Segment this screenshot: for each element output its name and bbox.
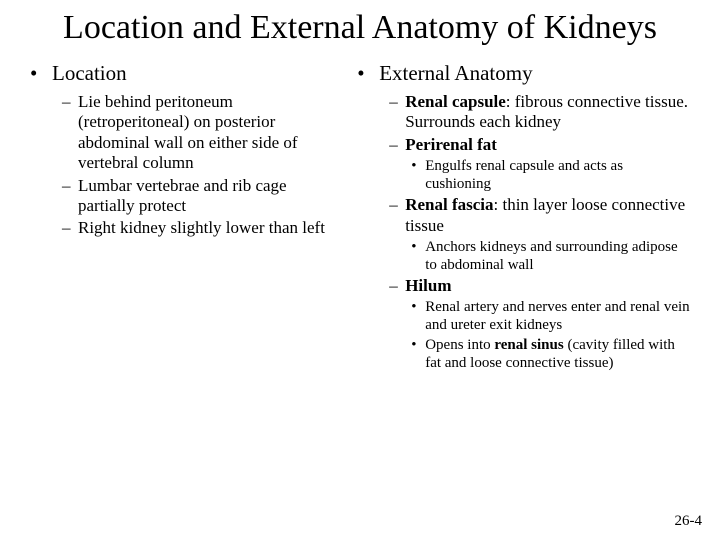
right-heading: • External Anatomy [357, 61, 690, 86]
page-number: 26-4 [675, 513, 703, 530]
dash-icon: – [62, 176, 78, 217]
hilum-text: Hilum [405, 276, 451, 296]
content-columns: • Location – Lie behind peritoneum (retr… [30, 61, 690, 374]
hilum-sub-2-bold: renal sinus [494, 337, 563, 353]
left-heading: • Location [30, 61, 337, 86]
hilum-sub-2: • Opens into renal sinus (cavity filled … [411, 336, 690, 372]
dot-icon: • [411, 157, 425, 193]
renal-fascia: – Renal fascia: thin layer loose connect… [389, 195, 690, 236]
renal-fascia-sub: • Anchors kidneys and surrounding adipos… [411, 238, 690, 274]
hilum-sub-2-text: Opens into renal sinus (cavity filled wi… [425, 336, 690, 372]
left-item-2: – Lumbar vertebrae and rib cage partiall… [62, 176, 337, 217]
right-heading-text: External Anatomy [379, 61, 532, 86]
left-item-3-text: Right kidney slightly lower than left [78, 218, 325, 238]
hilum-sub-1-text: Renal artery and nerves enter and renal … [425, 298, 690, 334]
renal-capsule: – Renal capsule: fibrous connective tiss… [389, 92, 690, 133]
dash-icon: – [62, 92, 78, 174]
left-item-2-text: Lumbar vertebrae and rib cage partially … [78, 176, 337, 217]
renal-fascia-text: Renal fascia: thin layer loose connectiv… [405, 195, 690, 236]
left-item-1: – Lie behind peritoneum (retroperitoneal… [62, 92, 337, 174]
left-column: • Location – Lie behind peritoneum (retr… [30, 61, 337, 374]
dash-icon: – [389, 92, 405, 133]
renal-capsule-text: Renal capsule: fibrous connective tissue… [405, 92, 690, 133]
bullet-icon: • [357, 61, 379, 86]
hilum: – Hilum [389, 276, 690, 296]
dash-icon: – [62, 218, 78, 238]
left-item-1-text: Lie behind peritoneum (retroperitoneal) … [78, 92, 337, 174]
hilum-sub-2a: Opens into [425, 337, 494, 353]
perirenal-fat-text: Perirenal fat [405, 135, 497, 155]
slide-title: Location and External Anatomy of Kidneys [30, 8, 690, 47]
left-heading-text: Location [52, 61, 127, 86]
dot-icon: • [411, 298, 425, 334]
dash-icon: – [389, 135, 405, 155]
dot-icon: • [411, 238, 425, 274]
renal-fascia-bold: Renal fascia [405, 195, 493, 214]
renal-capsule-bold: Renal capsule [405, 92, 506, 111]
dot-icon: • [411, 336, 425, 372]
perirenal-fat: – Perirenal fat [389, 135, 690, 155]
left-item-3: – Right kidney slightly lower than left [62, 218, 337, 238]
slide: Location and External Anatomy of Kidneys… [0, 0, 720, 374]
bullet-icon: • [30, 61, 52, 86]
renal-fascia-sub-text: Anchors kidneys and surrounding adipose … [425, 238, 690, 274]
perirenal-sub-text: Engulfs renal capsule and acts as cushio… [425, 157, 690, 193]
dash-icon: – [389, 276, 405, 296]
perirenal-sub: • Engulfs renal capsule and acts as cush… [411, 157, 690, 193]
right-column: • External Anatomy – Renal capsule: fibr… [357, 61, 690, 374]
dash-icon: – [389, 195, 405, 236]
hilum-sub-1: • Renal artery and nerves enter and rena… [411, 298, 690, 334]
